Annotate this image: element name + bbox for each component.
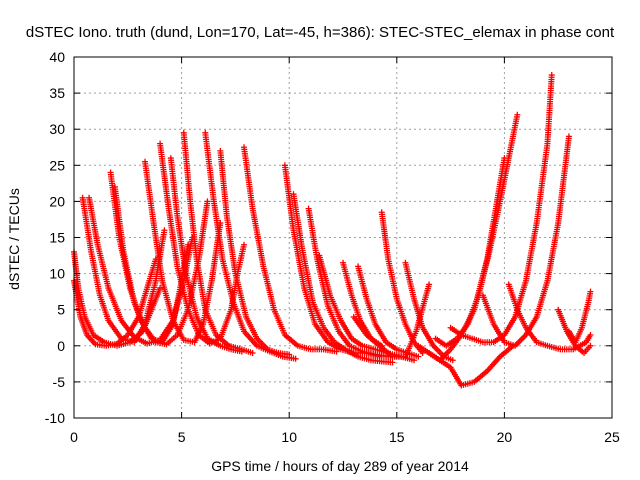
series-3: [79, 194, 168, 346]
x-tick-label: 20: [497, 429, 513, 445]
x-tick-label: 25: [604, 429, 620, 445]
x-tick-label: 10: [281, 429, 297, 445]
chart-title: dSTEC Iono. truth (dund, Lon=170, Lat=-4…: [26, 24, 615, 41]
series-6: [111, 183, 211, 348]
x-tick-label: 5: [178, 429, 186, 445]
y-tick-label: 40: [49, 49, 65, 65]
series-12: [217, 147, 293, 358]
series-10: [180, 129, 256, 357]
y-tick-label: -10: [45, 410, 65, 426]
series-23: [350, 281, 433, 360]
data-point: [241, 241, 248, 248]
y-tick-label: -5: [53, 374, 66, 390]
series-7: [142, 158, 224, 346]
data-point: [185, 241, 192, 248]
data-point: [161, 227, 168, 234]
data-point: [249, 350, 256, 357]
data-point: [389, 359, 396, 366]
data-point: [514, 111, 521, 118]
data-point: [286, 351, 293, 358]
data-point: [565, 133, 572, 140]
data-point: [426, 281, 433, 288]
y-tick-label: 15: [49, 230, 65, 246]
series-8: [157, 140, 248, 347]
y-tick-label: 25: [49, 157, 65, 173]
series-26: [447, 72, 555, 346]
data-point: [204, 198, 211, 205]
series-25: [432, 111, 521, 349]
series-19: [355, 263, 422, 360]
y-tick-label: 10: [49, 266, 65, 282]
y-tick-label: 5: [57, 302, 65, 318]
series-27: [479, 133, 572, 349]
series-9: [167, 155, 245, 355]
series-15: [290, 191, 396, 366]
x-tick-label: 15: [389, 429, 405, 445]
y-axis-label: dSTEC / TECUs: [6, 188, 22, 290]
x-axis-label: GPS time / hours of day 289 of year 2014: [211, 458, 469, 474]
series-16: [305, 205, 405, 360]
data-point: [548, 72, 555, 79]
data-point: [292, 355, 299, 362]
data-point: [411, 357, 418, 364]
axis-ticks: 0 5 10 15 20 25 -10 -5 0 5 10 15 20 25 30 35 40: [45, 49, 620, 445]
data-points: [71, 72, 594, 389]
data-point: [587, 288, 594, 295]
data-point: [415, 353, 422, 360]
y-tick-label: 20: [49, 193, 65, 209]
series-13: [241, 144, 340, 355]
y-tick-label: 0: [57, 338, 65, 354]
data-point: [157, 285, 164, 292]
data-point: [449, 357, 456, 364]
data-point: [587, 342, 594, 349]
series-30: [565, 288, 594, 346]
y-tick-label: 35: [49, 85, 65, 101]
series-4: [86, 194, 196, 347]
data-point: [587, 331, 594, 338]
x-tick-label: 0: [70, 429, 78, 445]
y-tick-label: 30: [49, 121, 65, 137]
